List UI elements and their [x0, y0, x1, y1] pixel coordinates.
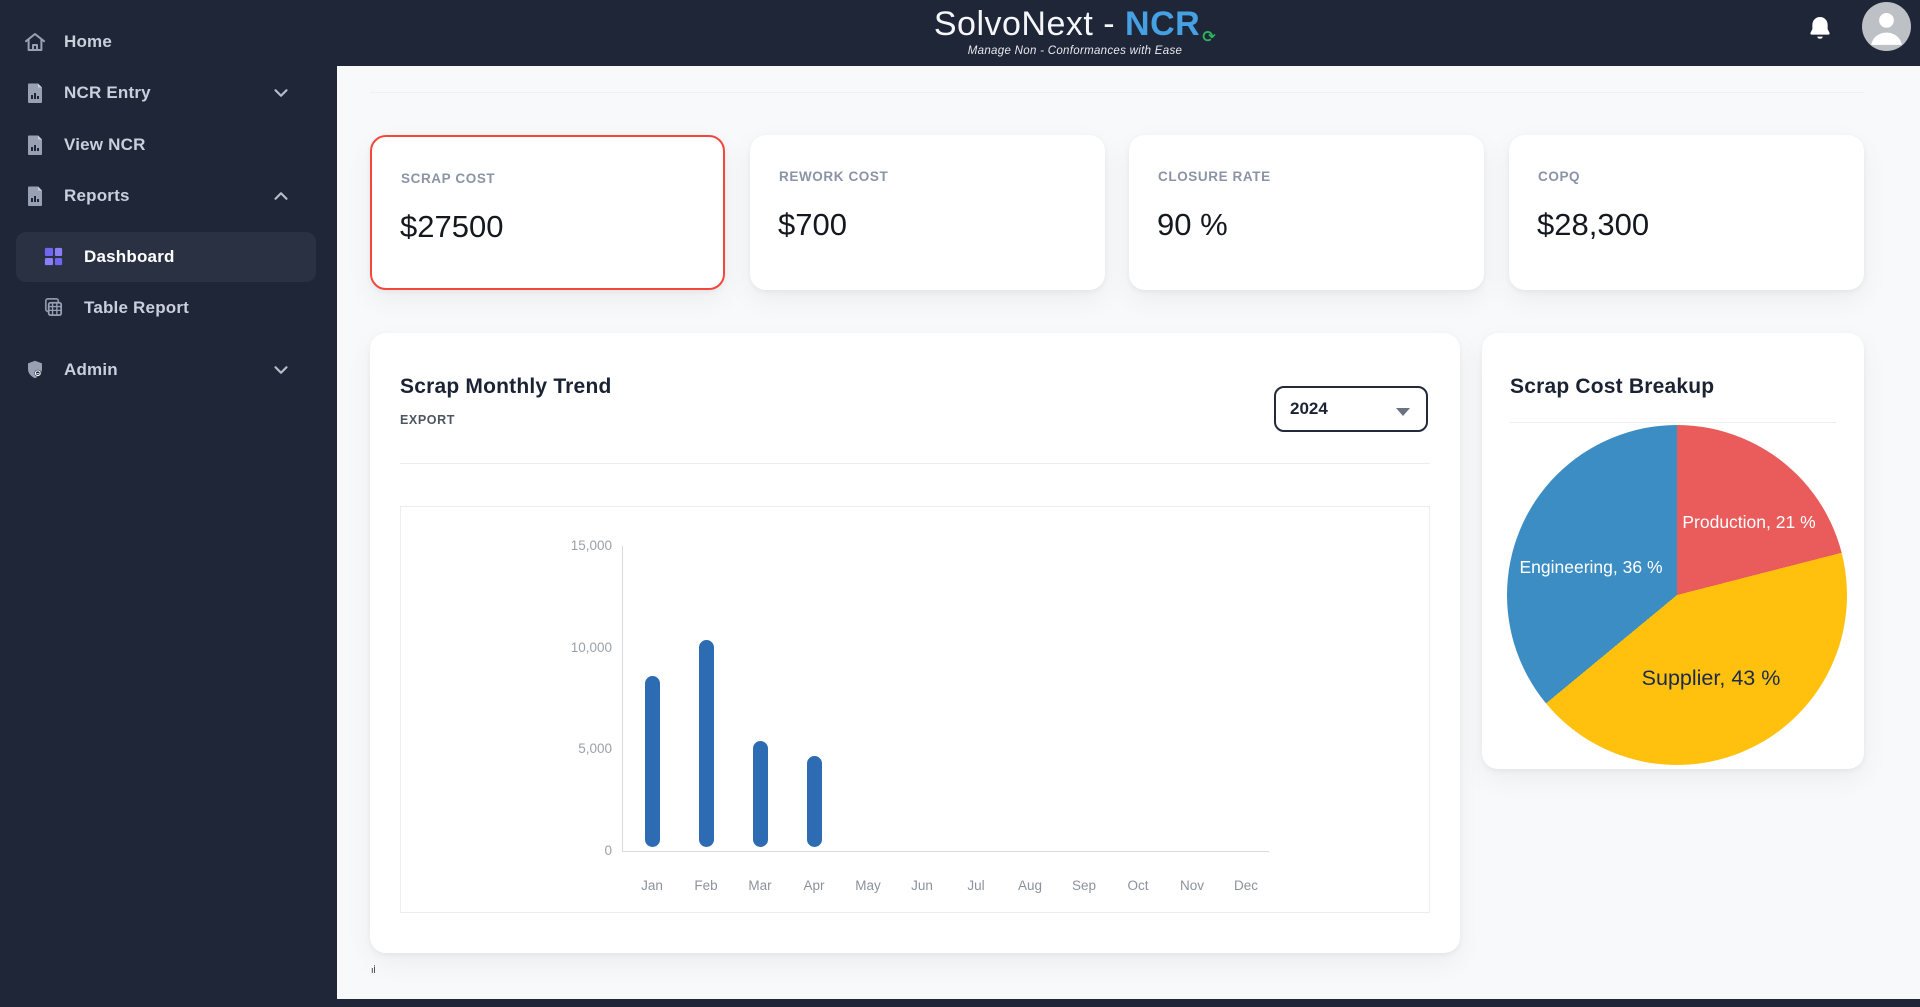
dashboard-grid-icon — [42, 245, 66, 269]
y-axis-line — [622, 546, 623, 851]
pie-slice-label-production: Production, 21 % — [1682, 511, 1816, 532]
x-tick-label: Mar — [748, 878, 772, 893]
x-tick-label: Feb — [694, 878, 718, 893]
x-tick-label: Jun — [911, 878, 933, 893]
sidebar-item-label: Dashboard — [84, 247, 175, 266]
y-tick-label: 15,000 — [570, 538, 612, 553]
main-content: SCRAP COST $27500 REWORK COST $700 CLOSU… — [337, 66, 1920, 1007]
panel-title: Scrap Cost Breakup — [1510, 375, 1715, 398]
kpi-value: $700 — [778, 207, 847, 242]
file-chart-icon — [23, 184, 47, 208]
x-tick-label: Apr — [803, 878, 825, 893]
kpi-label: REWORK COST — [779, 169, 889, 184]
divider — [1510, 422, 1836, 423]
divider — [400, 463, 1430, 464]
pie-slice-label-supplier: Supplier, 43 % — [1641, 665, 1781, 690]
kpi-value: 90 % — [1157, 207, 1228, 242]
kpi-label: SCRAP COST — [401, 171, 496, 186]
x-axis-line — [622, 851, 1269, 852]
scrap-monthly-trend-panel: Scrap Monthly Trend EXPORT 2024 0 5,000 10… — [370, 333, 1460, 975]
sidebar-item-label: Home — [64, 32, 113, 51]
x-tick-label: Nov — [1179, 878, 1204, 893]
bar-jan — [644, 676, 660, 847]
y-tick-label: 0 — [604, 843, 612, 858]
sidebar-item-table-report[interactable]: Table Report — [0, 288, 337, 328]
bar-feb — [698, 639, 714, 847]
app-title-wrap: SolvoNext - NCR ⟳ Manage Non - Conformanc… — [934, 5, 1216, 57]
kpi-value: $28,300 — [1537, 207, 1650, 242]
y-tick-label: 5,000 — [578, 741, 612, 757]
sidebar-item-dashboard[interactable]: Dashboard — [16, 232, 316, 282]
sidebar-item-label: View NCR — [64, 135, 146, 154]
kpi-label: CLOSURE RATE — [1158, 169, 1271, 184]
x-tick-label: May — [855, 878, 881, 893]
user-avatar[interactable] — [1862, 2, 1911, 51]
file-chart-icon — [23, 81, 47, 105]
bar-mar — [752, 741, 768, 847]
kpi-card-scrap-cost[interactable]: SCRAP COST $27500 — [370, 135, 725, 290]
year-dropdown[interactable]: 2024 — [1274, 386, 1428, 432]
x-tick-label: Dec — [1233, 878, 1258, 893]
sidebar-item-label: Reports — [64, 186, 130, 205]
bar-apr — [806, 755, 822, 847]
kpi-card-copq[interactable]: COPQ $28,300 — [1509, 135, 1864, 290]
pie-slice-label-engineering: Engineering, 36 % — [1519, 556, 1663, 577]
kpi-value: $27500 — [400, 209, 504, 244]
refresh-icon: ⟳ — [1202, 29, 1217, 46]
table-report-icon — [42, 296, 66, 320]
x-tick-label: Jul — [967, 878, 985, 893]
sidebar-item-admin[interactable]: Admin — [0, 350, 337, 390]
sidebar-item-home[interactable]: Home — [0, 22, 337, 62]
panel-title: Scrap Monthly Trend — [400, 375, 612, 398]
sidebar-item-reports[interactable]: Reports — [0, 176, 337, 216]
app-title-primary: SolvoNext - — [933, 5, 1116, 43]
x-tick-label: Oct — [1127, 878, 1149, 893]
kpi-card-rework-cost[interactable]: REWORK COST $700 — [750, 135, 1105, 290]
sidebar-item-label: Table Report — [84, 298, 190, 317]
pie-chart: Production, 21 % Supplier, 43 % Engineer… — [1507, 425, 1847, 765]
x-tick-label: Aug — [1017, 878, 1043, 893]
stray-artifact: ıl̇ — [371, 965, 376, 975]
year-dropdown-value: 2024 — [1290, 399, 1328, 418]
kpi-card-closure-rate[interactable]: CLOSURE RATE 90 % — [1129, 135, 1484, 290]
export-button[interactable]: EXPORT — [400, 413, 455, 427]
app-title: SolvoNext - NCR ⟳ — [933, 5, 1217, 46]
chevron-down-icon — [270, 359, 292, 381]
y-tick-label: 10,000 — [570, 639, 612, 655]
x-tick-label: Jan — [641, 878, 663, 893]
sidebar-item-label: NCR Entry — [64, 83, 151, 102]
bar-chart: 0 5,000 10,000 15,000 Jan Feb Mar Apr May Jun Jul A… — [400, 506, 1430, 913]
x-tick-label: Sep — [1071, 878, 1097, 893]
chevron-up-icon — [270, 185, 292, 207]
scrap-cost-breakup-panel: Scrap Cost Breakup Production, 21 % Supp… — [1482, 333, 1864, 769]
sidebar-item-label: Admin — [64, 360, 118, 379]
app-title-accent: NCR — [1125, 5, 1201, 43]
notifications-bell-icon[interactable] — [1805, 13, 1835, 51]
footer-strip — [337, 999, 1920, 1007]
chevron-down-icon — [270, 82, 292, 104]
shield-user-icon — [23, 358, 47, 382]
kpi-label: COPQ — [1538, 169, 1581, 184]
app-subtitle: Manage Non - Conformances with Ease — [967, 45, 1183, 57]
divider — [370, 92, 1864, 93]
file-chart-icon — [23, 133, 47, 157]
sidebar: Home NCR Entry View NCR Reports Dashboar… — [0, 0, 337, 1007]
home-icon — [23, 30, 47, 54]
sidebar-item-ncr-entry[interactable]: NCR Entry — [0, 73, 337, 113]
chevron-down-icon — [1396, 408, 1410, 416]
sidebar-item-view-ncr[interactable]: View NCR — [0, 125, 337, 165]
